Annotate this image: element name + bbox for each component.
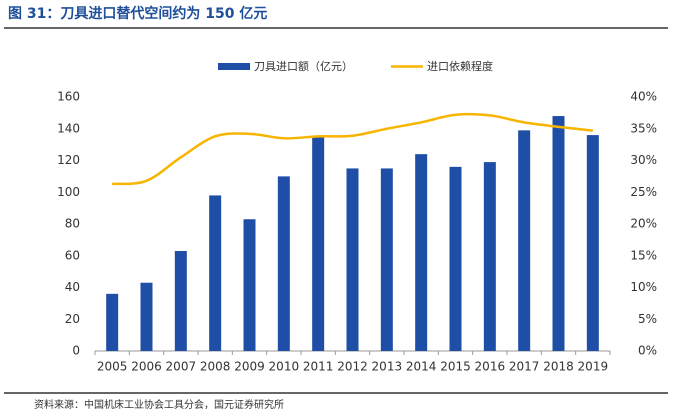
y2-tick-label: 15% bbox=[630, 248, 657, 262]
bar bbox=[277, 176, 290, 351]
bar bbox=[449, 166, 462, 351]
x-tick-label: 2007 bbox=[166, 360, 197, 374]
source: 资料来源：中国机床工业协会工具分会，国元证券研究所 bbox=[34, 398, 284, 411]
legend-label: 刀具进口额（亿元） bbox=[254, 60, 353, 73]
bar bbox=[346, 168, 359, 351]
y2-tick-label: 20% bbox=[630, 217, 657, 231]
y-tick-label: 80 bbox=[65, 217, 80, 231]
bar bbox=[174, 250, 187, 351]
y2-tick-label: 35% bbox=[630, 121, 657, 135]
bar bbox=[552, 116, 565, 351]
x-tick-label: 2006 bbox=[131, 360, 162, 374]
chart-title: 图 31：刀具进口替代空间约为 150 亿元 bbox=[8, 5, 267, 22]
legend-swatch bbox=[218, 63, 250, 70]
bar bbox=[586, 135, 599, 351]
y-tick-label: 60 bbox=[65, 248, 80, 262]
line bbox=[112, 112, 593, 186]
y-tick-label: 120 bbox=[57, 153, 80, 167]
bar bbox=[106, 293, 119, 351]
legend-label: 进口依赖程度 bbox=[427, 59, 493, 73]
bar bbox=[209, 195, 222, 351]
bar bbox=[483, 162, 496, 351]
bar bbox=[140, 282, 153, 351]
x-tick-label: 2009 bbox=[234, 360, 265, 374]
x-tick-label: 2016 bbox=[475, 360, 506, 374]
y2-tick-label: 10% bbox=[630, 280, 657, 294]
y2-tick-label: 30% bbox=[630, 153, 657, 167]
x-tick-label: 2018 bbox=[543, 360, 574, 374]
x-tick-label: 2008 bbox=[200, 360, 231, 374]
y-tick-label: 100 bbox=[57, 185, 80, 199]
y2-tick-label: 40% bbox=[630, 90, 657, 104]
y-tick-label: 140 bbox=[57, 121, 80, 135]
y-tick-label: 0 bbox=[72, 344, 80, 358]
y-tick-label: 160 bbox=[57, 90, 80, 104]
y-tick-label: 40 bbox=[65, 280, 80, 294]
x-tick-label: 2012 bbox=[337, 360, 368, 374]
x-tick-label: 2005 bbox=[97, 360, 128, 374]
bar bbox=[380, 168, 393, 351]
x-tick-label: 2019 bbox=[578, 360, 609, 374]
y2-tick-label: 25% bbox=[630, 185, 657, 199]
x-tick-label: 2014 bbox=[406, 360, 437, 374]
y2-tick-label: 5% bbox=[638, 312, 657, 326]
x-tick-label: 2017 bbox=[509, 360, 540, 374]
bar bbox=[243, 219, 256, 351]
bar bbox=[415, 154, 428, 351]
y-tick-label: 20 bbox=[65, 312, 80, 326]
x-tick-label: 2015 bbox=[440, 360, 471, 374]
bar bbox=[518, 130, 531, 351]
x-tick-label: 2011 bbox=[303, 360, 334, 374]
x-tick-label: 2013 bbox=[372, 360, 403, 374]
x-tick-label: 2010 bbox=[269, 360, 300, 374]
bar bbox=[312, 136, 325, 351]
y2-tick-label: 0% bbox=[638, 344, 657, 358]
